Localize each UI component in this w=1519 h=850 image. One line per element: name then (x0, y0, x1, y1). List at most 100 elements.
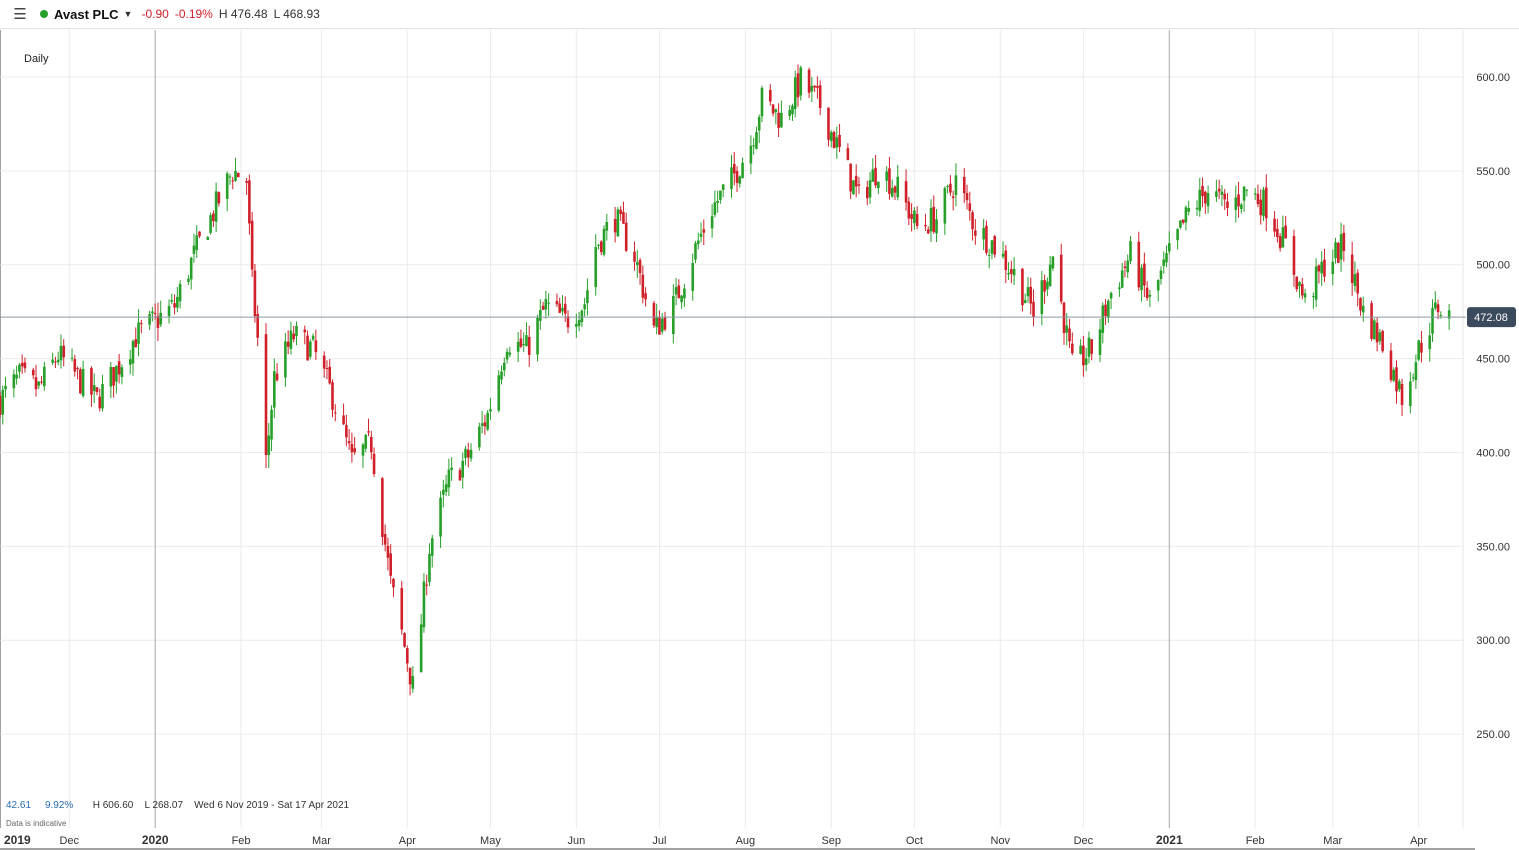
candle-down (292, 333, 296, 340)
candle-up (497, 375, 501, 411)
candle-up (469, 449, 473, 459)
chevron-down-icon[interactable]: ▼ (123, 9, 133, 19)
y-tick-label: 450.00 (1476, 354, 1510, 366)
session-high: H 476.48 (218, 7, 268, 21)
candle-down (1278, 236, 1282, 249)
candle-down (345, 425, 348, 438)
candle-up (885, 171, 888, 181)
candle-up (1234, 197, 1238, 210)
candle-up (602, 228, 606, 255)
candle-up (1392, 369, 1396, 381)
candle-up (1361, 305, 1365, 313)
candle-up (101, 384, 104, 409)
candle-up (1334, 242, 1337, 259)
candle-up (852, 180, 855, 195)
candle-up (447, 469, 451, 488)
candle-up (289, 330, 293, 349)
candle-down (818, 85, 822, 109)
candle-down (1317, 265, 1321, 272)
candle-down (904, 181, 908, 203)
x-tick-label: Feb (1246, 835, 1265, 847)
candle-up (738, 176, 742, 184)
candle-down (253, 270, 257, 317)
candle-up (59, 345, 63, 361)
candle-down (458, 470, 462, 481)
candle-up (1414, 362, 1418, 381)
hamburger-menu-icon[interactable]: ☰ (13, 6, 27, 23)
candle-up (522, 344, 525, 346)
x-tick-label: May (480, 835, 501, 847)
candle-up (1195, 207, 1199, 210)
candle-up (597, 244, 600, 246)
candle-up (561, 307, 564, 312)
candle-down (1295, 276, 1299, 290)
candle-down (1350, 254, 1354, 284)
candle-up (1148, 294, 1152, 297)
candle-down (1032, 301, 1035, 318)
candle-up (489, 409, 492, 412)
last-price-tag: 472.08 (1467, 307, 1516, 328)
candle-down (658, 316, 661, 335)
range-high: H 606.60 (92, 800, 134, 811)
x-tick-label: Sep (821, 835, 841, 847)
candle-up (1118, 287, 1121, 290)
candle-up (422, 581, 426, 628)
candle-down (599, 241, 603, 253)
x-tick-label: Jun (567, 835, 585, 847)
date-range: Wed 6 Nov 2019 - Sat 17 Apr 2021 (194, 800, 350, 811)
candle-up (605, 222, 609, 231)
candle-up (505, 351, 509, 360)
candle-up (616, 209, 620, 237)
candle-down (777, 112, 780, 128)
candle-down (231, 180, 235, 182)
instrument-name[interactable]: Avast PLC (54, 6, 119, 22)
candle-down (926, 229, 930, 234)
candle-up (1079, 345, 1082, 355)
last-price-tag-bg (1467, 307, 1516, 328)
x-tick-label: Nov (990, 835, 1010, 847)
candle-up (1220, 191, 1224, 195)
candle-down (854, 175, 858, 187)
candle-down (807, 69, 811, 93)
candle-up (1167, 243, 1171, 252)
candle-up (1120, 270, 1124, 288)
candle-down (1226, 201, 1229, 208)
candle-up (1314, 266, 1318, 300)
candle-up (1176, 229, 1179, 241)
candle-down (328, 366, 332, 384)
market-open-status-icon (40, 10, 48, 18)
range-low: L 268.07 (144, 800, 184, 811)
candle-down (849, 163, 852, 192)
candle-down (20, 362, 24, 367)
candle-down (466, 449, 470, 458)
candle-up (450, 467, 453, 471)
candle-down (1356, 272, 1360, 294)
candle-down (98, 396, 102, 409)
candle-down (893, 186, 897, 193)
candle-up (1439, 315, 1443, 317)
candle-down (73, 359, 77, 372)
candle-up (774, 109, 778, 113)
candle-down (322, 355, 326, 369)
candle-up (793, 77, 797, 110)
candle-down (874, 167, 877, 186)
candle-down (1204, 191, 1207, 204)
candle-up (929, 207, 933, 232)
candle-up (115, 365, 118, 382)
candle-up (148, 313, 151, 325)
candle-up (1012, 268, 1016, 276)
candle-up (120, 367, 124, 377)
candle-up (577, 320, 581, 326)
interval-label[interactable]: Daily (24, 53, 49, 65)
candle-up (178, 283, 182, 302)
candle-up (1184, 207, 1188, 223)
candle-up (1, 389, 5, 415)
range-summary: 42.61 9.92% H 606.60 L 268.07 Wed 6 Nov … (6, 800, 349, 811)
candle-up (672, 296, 675, 334)
candle-up (37, 381, 41, 386)
candle-down (54, 361, 57, 363)
candle-down (677, 285, 681, 299)
candle-down (264, 334, 268, 455)
candle-down (1375, 322, 1379, 343)
